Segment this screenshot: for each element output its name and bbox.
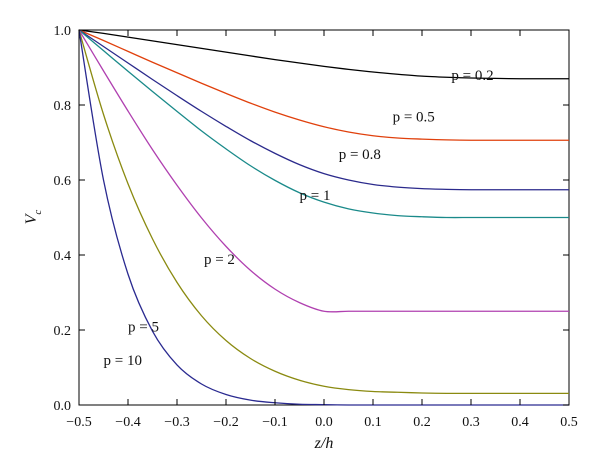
- x-tick-label: −0.4: [115, 415, 140, 430]
- x-tick-label: 0.4: [511, 415, 529, 430]
- y-axis-title-main: V: [23, 212, 40, 224]
- y-axis-title: Vc: [23, 210, 44, 225]
- x-tick-label: 0.3: [462, 415, 480, 430]
- x-tick-label: 0.2: [413, 415, 431, 430]
- y-tick-label: 0.8: [54, 99, 72, 114]
- y-tick-label: 0.2: [54, 324, 72, 339]
- curves-group: [78, 29, 569, 406]
- x-tick-label: −0.1: [262, 415, 287, 430]
- y-axis-title-sub: c: [32, 210, 44, 215]
- x-axis-title: z/h: [314, 435, 334, 452]
- ticks-group: −0.5 −0.4 −0.3 −0.2 −0.1 0.0 0.1 0.2 0.3 0.4 0.5 0.…: [54, 24, 578, 430]
- curve-label: p = 5: [128, 319, 159, 335]
- curve-label: p = 2: [204, 252, 235, 268]
- x-tick-label: −0.3: [164, 415, 189, 430]
- series-line-2: [78, 29, 569, 191]
- x-tick-label: 0.5: [560, 415, 578, 430]
- x-tick-label: −0.2: [213, 415, 238, 430]
- x-tick-label: 0.0: [315, 415, 333, 430]
- curve-label: p = 10: [104, 353, 142, 369]
- series-line-3: [78, 29, 569, 219]
- y-tick-label: 0.0: [54, 399, 72, 414]
- x-tick-label: −0.5: [66, 415, 91, 430]
- curve-label: p = 0.2: [451, 68, 493, 84]
- series-line-1: [78, 29, 569, 141]
- svg-text:Vc: Vc: [23, 210, 44, 225]
- curve-label: p = 0.5: [393, 109, 435, 125]
- y-tick-label: 0.6: [54, 174, 72, 189]
- series-line-0: [78, 29, 569, 80]
- curve-label: p = 0.8: [339, 147, 381, 163]
- series-line-5: [78, 29, 569, 395]
- series-line-6: [78, 29, 569, 406]
- y-tick-label: 1.0: [54, 24, 72, 39]
- curve-labels-group: p = 0.2 p = 0.5 p = 0.8 p = 1 p = 2 p = 5 p = …: [104, 68, 494, 369]
- y-tick-label: 0.4: [54, 249, 72, 264]
- x-tick-label: 0.1: [364, 415, 382, 430]
- curve-label: p = 1: [300, 188, 331, 204]
- series-line-4: [78, 29, 569, 313]
